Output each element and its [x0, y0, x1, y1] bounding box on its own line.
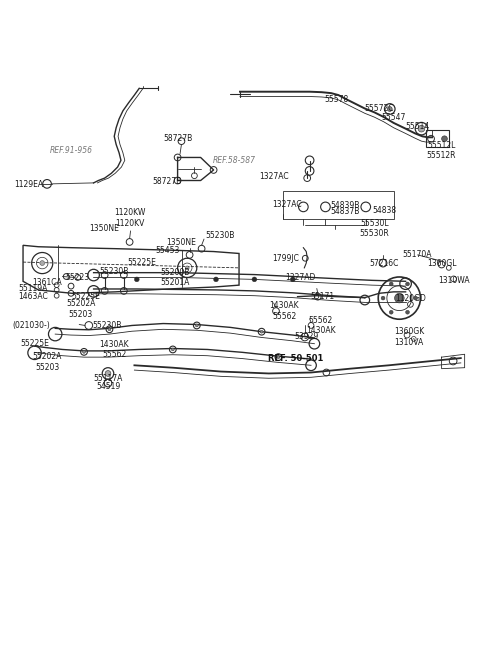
- Text: 55119A: 55119A: [18, 284, 48, 293]
- Text: 58727B: 58727B: [153, 177, 181, 186]
- Circle shape: [214, 277, 218, 282]
- Circle shape: [387, 106, 392, 112]
- Circle shape: [406, 282, 409, 286]
- Text: 55202A
55203: 55202A 55203: [66, 299, 96, 319]
- Text: REF.91-956: REF.91-956: [49, 146, 93, 155]
- Text: 55547: 55547: [382, 113, 406, 121]
- Circle shape: [277, 356, 280, 359]
- Circle shape: [389, 310, 393, 314]
- Circle shape: [260, 330, 263, 333]
- Text: 1350NE: 1350NE: [167, 238, 196, 247]
- Circle shape: [195, 324, 198, 327]
- Text: 55223: 55223: [66, 273, 90, 282]
- Bar: [426, 130, 449, 147]
- Text: 58727B: 58727B: [163, 134, 192, 143]
- Text: 1327AC: 1327AC: [259, 172, 288, 181]
- Circle shape: [442, 136, 447, 141]
- Text: 55230B: 55230B: [99, 267, 129, 276]
- Text: 55230B: 55230B: [205, 231, 235, 240]
- Text: 55578: 55578: [324, 95, 348, 104]
- Text: 55562
1430AK: 55562 1430AK: [306, 316, 336, 335]
- Circle shape: [40, 261, 45, 265]
- Text: 55572C: 55572C: [364, 104, 394, 113]
- Text: 54839B: 54839B: [330, 201, 360, 210]
- Text: 1120KW
1120KV: 1120KW 1120KV: [114, 208, 145, 228]
- Circle shape: [108, 328, 111, 331]
- Text: 55512L
55512R: 55512L 55512R: [427, 141, 456, 160]
- Text: 54837B: 54837B: [330, 207, 360, 215]
- Circle shape: [414, 296, 418, 300]
- Text: 1350NE: 1350NE: [90, 224, 120, 233]
- Circle shape: [395, 293, 404, 303]
- Text: 55117A: 55117A: [93, 374, 123, 383]
- Circle shape: [105, 371, 111, 376]
- Circle shape: [171, 348, 174, 351]
- Circle shape: [83, 350, 85, 353]
- Text: 55230B: 55230B: [92, 321, 121, 330]
- Text: 54838: 54838: [372, 206, 396, 215]
- Bar: [283, 191, 394, 219]
- Circle shape: [134, 277, 139, 282]
- Text: 55171: 55171: [311, 292, 335, 301]
- Text: 1430AK
55562: 1430AK 55562: [99, 340, 129, 359]
- Circle shape: [252, 277, 257, 282]
- Text: 55202A
55203: 55202A 55203: [32, 352, 62, 372]
- Text: 1463AC: 1463AC: [18, 292, 48, 301]
- Circle shape: [381, 296, 385, 300]
- Text: 55225E: 55225E: [20, 339, 49, 349]
- Circle shape: [290, 277, 295, 282]
- Text: 55225E: 55225E: [127, 258, 156, 267]
- Text: REF. 50-501: REF. 50-501: [267, 354, 323, 363]
- Circle shape: [418, 125, 425, 132]
- Text: 1327AD: 1327AD: [285, 273, 315, 282]
- Circle shape: [389, 282, 393, 286]
- Text: 55530L
55530R: 55530L 55530R: [360, 219, 389, 238]
- Text: 55200B
55201A: 55200B 55201A: [160, 268, 190, 287]
- Circle shape: [406, 310, 409, 314]
- Text: 55514: 55514: [406, 122, 430, 131]
- Text: REF.58-587: REF.58-587: [213, 156, 256, 165]
- Text: 54519: 54519: [96, 382, 120, 391]
- Text: 1430AK
55562: 1430AK 55562: [269, 301, 299, 321]
- Text: 1327AC: 1327AC: [272, 200, 302, 209]
- Text: 1129EA: 1129EA: [14, 180, 43, 189]
- Circle shape: [185, 266, 189, 270]
- Text: 1360GK
1310VA: 1360GK 1310VA: [394, 327, 424, 347]
- Text: 55453: 55453: [156, 245, 180, 254]
- Text: 1120GD: 1120GD: [395, 293, 426, 302]
- Text: (021030-): (021030-): [12, 321, 50, 330]
- Text: 57216C: 57216C: [369, 258, 399, 267]
- Text: 1360GL: 1360GL: [427, 258, 456, 267]
- Text: 53929: 53929: [294, 332, 318, 341]
- Text: 1310WA: 1310WA: [438, 276, 469, 285]
- Text: 55225E: 55225E: [71, 292, 100, 301]
- Text: 1361CA: 1361CA: [32, 278, 62, 287]
- Text: 55170A: 55170A: [402, 251, 432, 260]
- Text: 1799JC: 1799JC: [272, 254, 299, 263]
